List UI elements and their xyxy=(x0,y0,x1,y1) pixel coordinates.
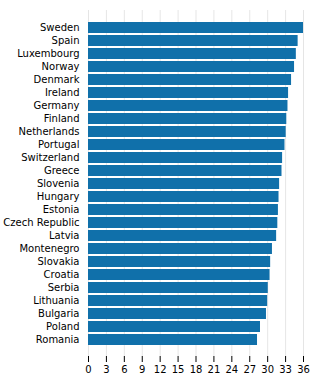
svg-text:0: 0 xyxy=(85,364,91,375)
svg-text:Portugal: Portugal xyxy=(38,139,79,150)
svg-text:Denmark: Denmark xyxy=(34,74,80,85)
svg-text:18: 18 xyxy=(190,364,203,375)
svg-text:12: 12 xyxy=(154,364,167,375)
svg-text:Lithuania: Lithuania xyxy=(33,295,79,306)
svg-text:9: 9 xyxy=(139,364,145,375)
svg-text:Serbia: Serbia xyxy=(48,282,80,293)
svg-text:Netherlands: Netherlands xyxy=(19,126,80,137)
svg-text:30: 30 xyxy=(261,364,274,375)
svg-text:Bulgaria: Bulgaria xyxy=(38,308,79,319)
svg-text:Montenegro: Montenegro xyxy=(19,243,79,254)
svg-text:Slovenia: Slovenia xyxy=(37,178,80,189)
svg-text:33: 33 xyxy=(279,364,292,375)
svg-text:27: 27 xyxy=(243,364,256,375)
svg-text:Estonia: Estonia xyxy=(43,204,80,215)
svg-text:Slovakia: Slovakia xyxy=(38,256,80,267)
svg-text:36: 36 xyxy=(297,364,310,375)
svg-text:Norway: Norway xyxy=(42,61,80,72)
svg-text:6: 6 xyxy=(121,364,127,375)
svg-text:Spain: Spain xyxy=(52,35,80,46)
svg-text:Germany: Germany xyxy=(34,100,80,111)
svg-text:Croatia: Croatia xyxy=(44,269,80,280)
svg-text:Greece: Greece xyxy=(44,165,80,176)
svg-text:15: 15 xyxy=(172,364,185,375)
svg-text:3: 3 xyxy=(103,364,109,375)
svg-text:Romania: Romania xyxy=(36,334,80,345)
svg-text:Latvia: Latvia xyxy=(49,230,79,241)
svg-text:Poland: Poland xyxy=(46,321,79,332)
svg-text:Ireland: Ireland xyxy=(45,87,80,98)
svg-text:24: 24 xyxy=(225,364,238,375)
svg-text:Hungary: Hungary xyxy=(37,191,80,202)
svg-text:Sweden: Sweden xyxy=(40,22,80,33)
svg-text:Czech Republic: Czech Republic xyxy=(3,217,79,228)
svg-text:Finland: Finland xyxy=(44,113,80,124)
svg-text:Switzerland: Switzerland xyxy=(21,152,79,163)
svg-text:Luxembourg: Luxembourg xyxy=(17,48,79,59)
svg-text:21: 21 xyxy=(208,364,221,375)
